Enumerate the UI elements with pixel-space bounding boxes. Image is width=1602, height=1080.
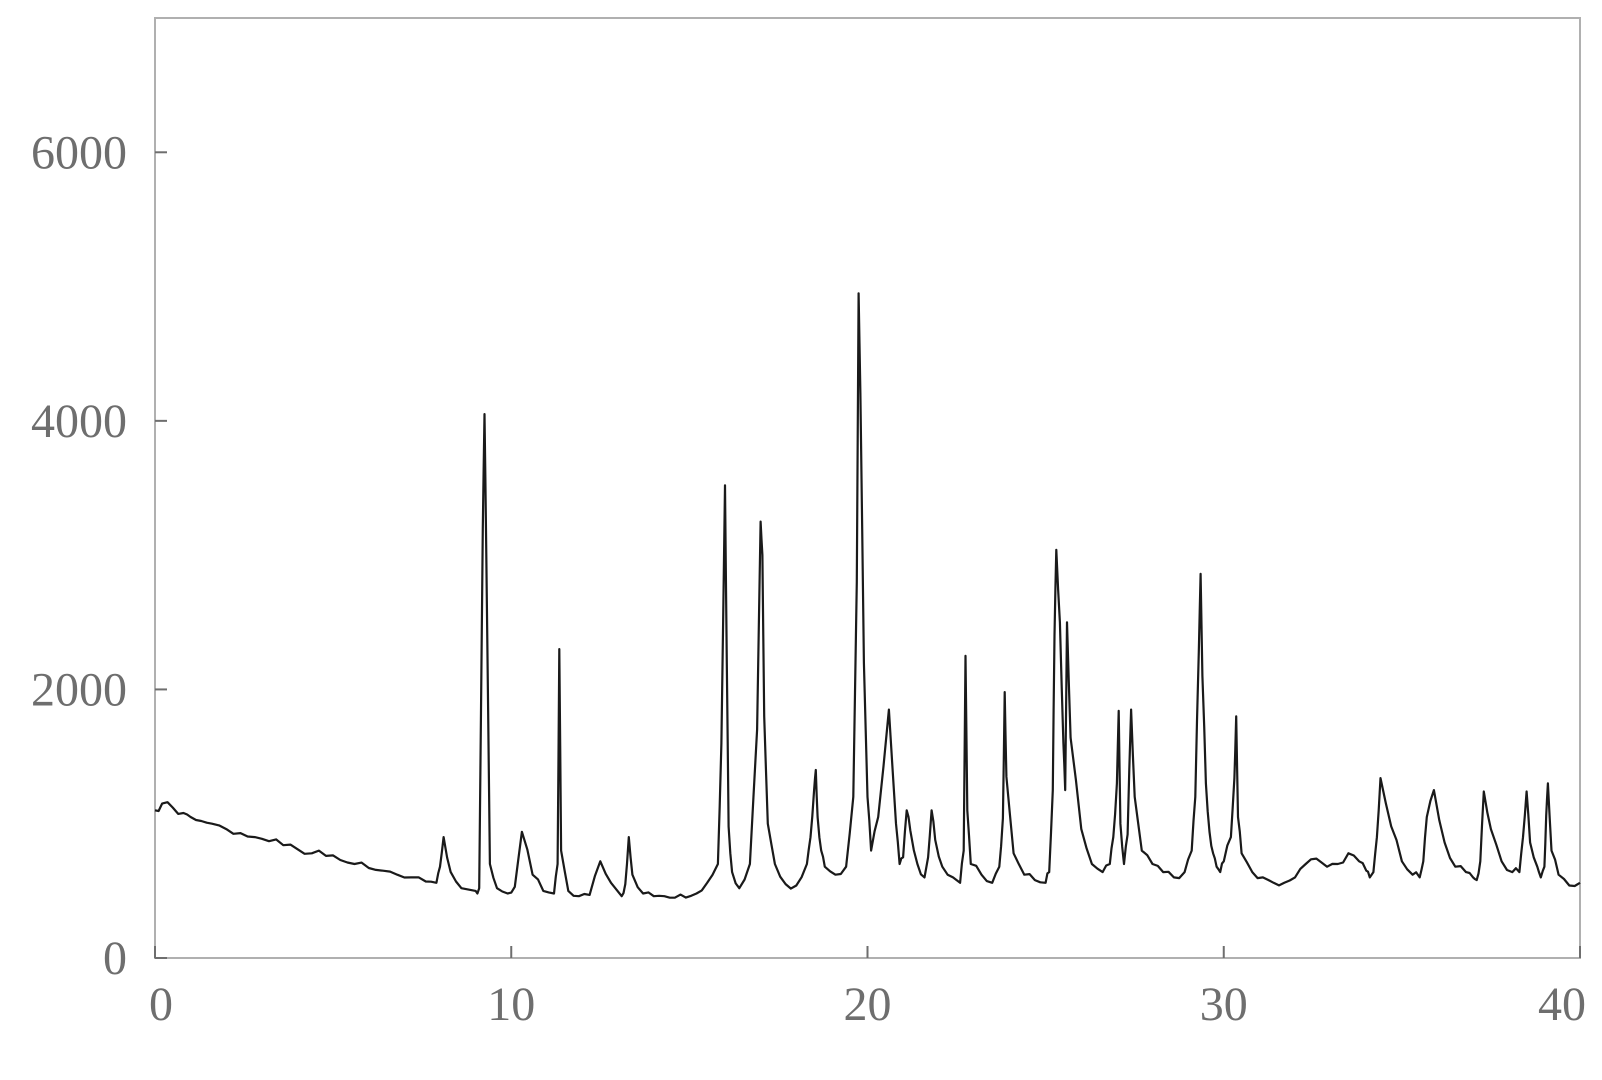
- y-tick-label: 4000: [31, 395, 127, 448]
- x-tick-label: 10: [487, 978, 535, 1031]
- y-tick-label: 2000: [31, 663, 127, 716]
- y-tick-label: 0: [103, 932, 127, 985]
- x-tick-label: 20: [844, 978, 892, 1031]
- xrd-chart: 0 10 20 30 40 0 2000 4000 6000: [0, 0, 1602, 1080]
- chart-svg: 0 10 20 30 40 0 2000 4000 6000: [0, 0, 1602, 1080]
- x-tick-label: 0: [149, 978, 173, 1031]
- x-tick-label: 40: [1538, 978, 1586, 1031]
- y-tick-label: 6000: [31, 126, 127, 179]
- x-tick-label: 30: [1200, 978, 1248, 1031]
